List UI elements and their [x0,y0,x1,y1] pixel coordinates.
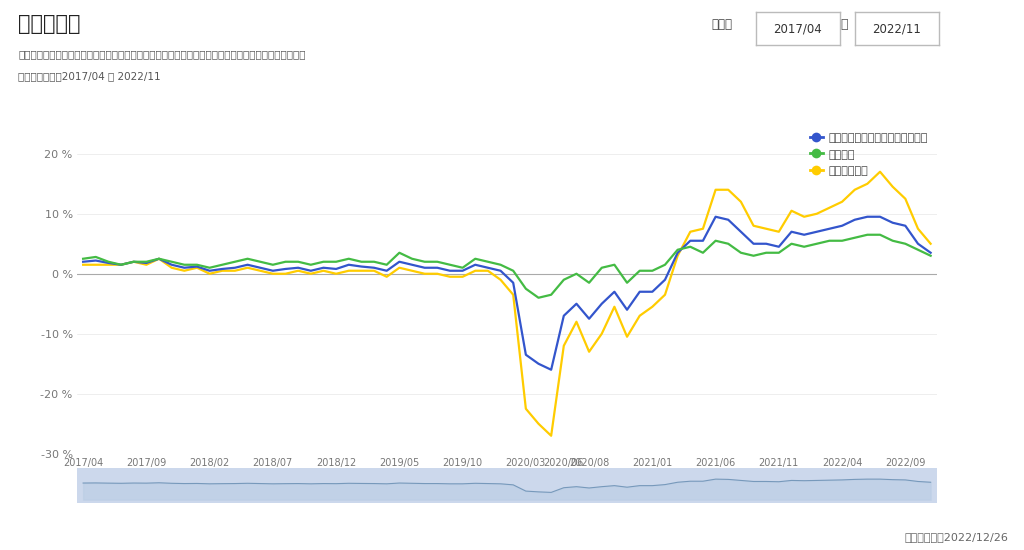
FancyBboxPatch shape [73,459,941,512]
Text: 〜: 〜 [840,18,848,31]
Text: 決済データ: 決済データ [18,14,81,34]
Text: 2022/11: 2022/11 [872,22,922,35]
Text: 最終更新日：2022/12/26: 最終更新日：2022/12/26 [905,532,1009,542]
Text: 2017/04: 2017/04 [773,22,822,35]
Text: 期間：: 期間： [712,18,733,31]
Text: このデータはクレジットカード決済情報をもとに東京都の消費の変化を対前年度月比で表しています。: このデータはクレジットカード決済情報をもとに東京都の消費の変化を対前年度月比で表… [18,50,306,59]
Text: 表示可能範囲：2017/04 〜 2022/11: 表示可能範囲：2017/04 〜 2022/11 [18,72,161,81]
Legend: 総合（小売総合・サービス総合）, 小売総合, サービス総合: 総合（小売総合・サービス総合）, 小売総合, サービス総合 [807,129,932,179]
